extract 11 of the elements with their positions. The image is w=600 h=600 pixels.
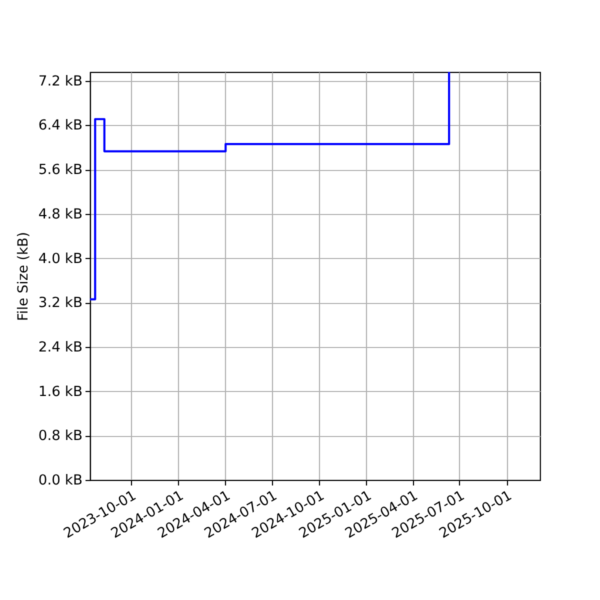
y-tick-label: 5.6 kB: [38, 162, 82, 178]
y-tick-label: 1.6 kB: [38, 384, 82, 400]
y-tick-label: 0.0 kB: [38, 472, 82, 488]
y-tick-label: 6.4 kB: [38, 118, 82, 134]
y-tick-label: 2.4 kB: [38, 339, 82, 356]
y-tick-label: 4.0 kB: [38, 250, 82, 267]
y-tick-label: 0.8 kB: [38, 428, 82, 444]
y-tick-label: 4.8 kB: [38, 206, 82, 222]
y-tick-label: 3.2 kB: [38, 295, 82, 312]
y-tick-label: 7.2 kB: [38, 73, 82, 90]
y-axis-title: File Size (kB): [15, 232, 32, 321]
